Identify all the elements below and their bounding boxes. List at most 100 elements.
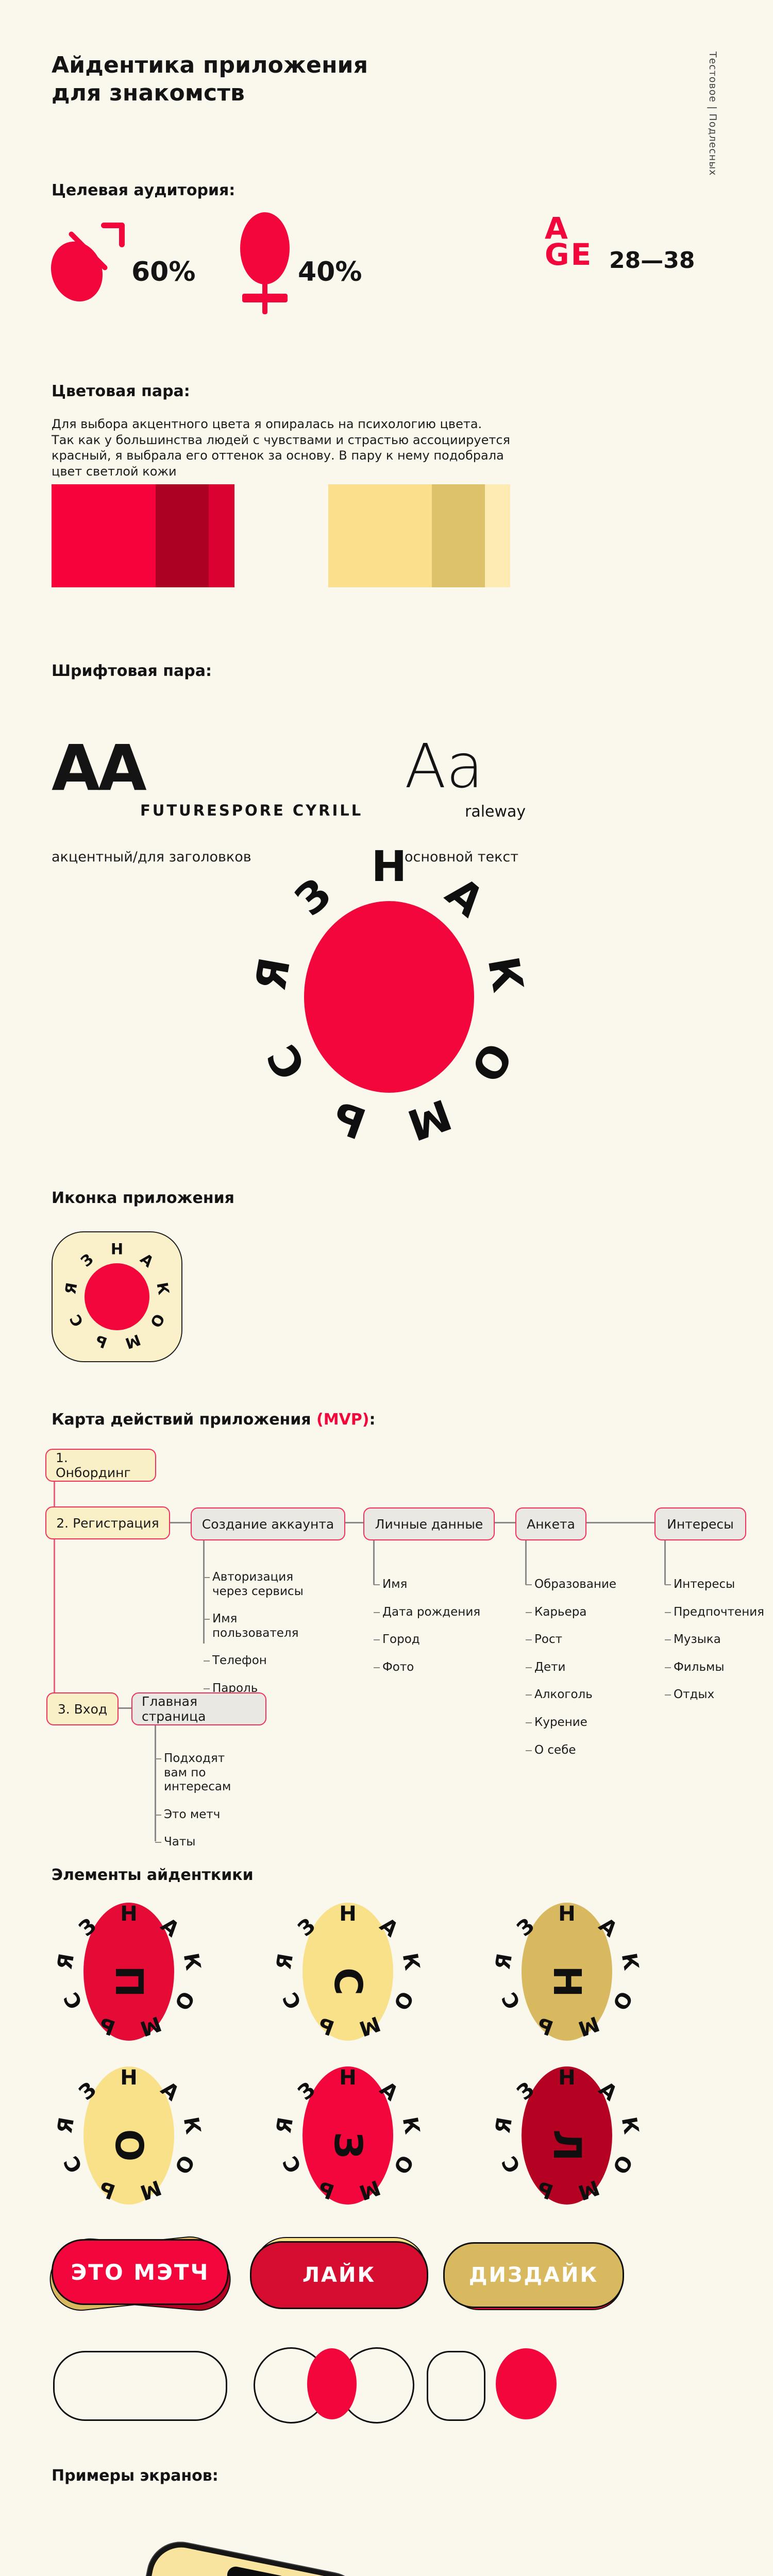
map-heading-tail: : — [369, 1411, 376, 1429]
logo-letter: С — [497, 2151, 526, 2177]
logo-letter: М — [401, 1089, 458, 1149]
node-home: Главная страница — [131, 1692, 266, 1725]
logo-letter: С — [258, 1036, 316, 1088]
map-item: Дети — [526, 1660, 648, 1675]
map-item: Авторизация через сервисы — [204, 1570, 310, 1599]
home-items: Подходят вам по интересам Это метч Чаты — [155, 1752, 251, 1850]
logo-letter: С — [278, 2151, 307, 2177]
display-font-sample: АА — [52, 732, 147, 805]
logo-letter: О — [388, 1987, 418, 2014]
age-a: A — [545, 211, 569, 246]
logo-letter: К — [616, 2115, 643, 2136]
connector — [345, 1522, 363, 1523]
dislike-button-specimen[interactable]: диздайк — [443, 2242, 626, 2310]
logo-inner-letter: Л — [545, 2129, 589, 2161]
node-registration: 2. Регистрация — [45, 1506, 170, 1539]
female-symbol-icon — [238, 212, 295, 314]
logo-letter: А — [436, 868, 493, 927]
elements-heading: Элементы айденткики — [52, 1866, 254, 1884]
map-item: Карьера — [526, 1605, 648, 1620]
dislike-button-label: диздайк — [443, 2242, 624, 2308]
logo-letter: К — [478, 953, 532, 996]
logo-letter: Н — [371, 842, 407, 891]
connector — [54, 1482, 55, 1506]
font-pair-heading: Шрифтовая пара: — [52, 662, 212, 680]
logo-letter: С — [497, 1988, 526, 2013]
red-ellipse-shape — [307, 2348, 357, 2419]
map-item: Отдых — [665, 1688, 773, 1702]
map-item: Это метч — [155, 1808, 251, 1822]
connector — [54, 1539, 55, 1692]
logo-letter: С — [59, 2151, 88, 2177]
connector — [495, 1522, 515, 1523]
female-percent: 40% — [298, 257, 362, 287]
logo-letter: Н — [120, 1902, 138, 1926]
connector — [203, 1540, 205, 1643]
logo-letter: С — [59, 1988, 88, 2013]
connector — [525, 1540, 527, 1585]
logo-letter: Ь — [92, 1331, 110, 1352]
like-button-specimen[interactable]: лайк — [250, 2237, 430, 2309]
display-font-name: futurespore cyrill — [140, 802, 363, 819]
like-button-label: лайк — [250, 2241, 428, 2309]
dynamic-island — [225, 2565, 289, 2576]
logo-letter: С — [278, 1988, 307, 2013]
node-personal: Личные данные — [363, 1507, 495, 1540]
map-item: Курение — [526, 1716, 648, 1730]
logo-letter: К — [178, 1951, 205, 1972]
logo-letter: К — [616, 1951, 643, 1972]
male-symbol-icon — [43, 216, 134, 309]
logo-letter: А — [137, 1249, 157, 1271]
map-item: Образование — [526, 1578, 648, 1592]
body-font-caption: основной текст — [405, 849, 518, 865]
logo-letter: О — [169, 1987, 199, 2014]
page-title: Айдентика приложения для знакомств — [52, 52, 368, 106]
map-item: Дата рождения — [374, 1605, 496, 1620]
map-heading: Карта действий приложения (MVP): — [52, 1411, 376, 1429]
small-rounded-rect-shape — [427, 2351, 485, 2421]
map-item: Фильмы — [665, 1660, 773, 1675]
phone-mockup-1: ЯНА Найдем тебе пару? это мэтч У тебя ни… — [61, 2535, 369, 2576]
color-pair-description: Для выбора акцентного цвета я опиралась … — [52, 417, 510, 479]
personal-items: Имя Дата рождения Город Фото — [374, 1578, 496, 1674]
logo-inner-letter: Н — [545, 1965, 589, 1998]
map-item: Алкоголь — [526, 1688, 648, 1702]
age-range: 28—38 — [609, 247, 695, 274]
account-items: Авторизация через сервисы Имя пользовател… — [204, 1570, 310, 1696]
body-font-name: raleway — [465, 803, 526, 821]
logo-letter: Н — [110, 1240, 124, 1258]
logo-letter: О — [461, 1034, 522, 1090]
connector — [119, 1707, 131, 1709]
logo-circle — [303, 1903, 393, 2041]
logo-letter: Н — [120, 2066, 138, 2090]
body-font-sample: Aa — [405, 731, 484, 802]
logo-letter: Н — [339, 2066, 357, 2090]
logo-inner-letter: О — [107, 2129, 151, 2162]
logo-letter: О — [146, 1311, 169, 1331]
logo-inner-letter: П — [107, 1965, 151, 1998]
logo-letter: О — [388, 2150, 418, 2178]
logo-letter: З — [286, 869, 341, 926]
interests-items: Интересы Предпочтения Музыка Фильмы Отдых — [665, 1578, 773, 1702]
node-profile: Анкета — [515, 1507, 586, 1540]
logo-letter: Я — [53, 2115, 79, 2136]
logo-letter: Н — [558, 1902, 576, 1926]
connector — [155, 1725, 156, 1841]
skin-swatch — [328, 484, 510, 587]
match-button-specimen[interactable]: это мэтч — [46, 2233, 233, 2314]
app-icon-heading: Иконка приложения — [52, 1189, 234, 1207]
connector — [664, 1540, 666, 1585]
phone1-screen: ЯНА Найдем тебе пару? это мэтч У тебя ни… — [68, 2542, 362, 2576]
age-ge: GE — [545, 237, 593, 273]
logo-circle — [522, 1903, 612, 2041]
age-mark: A GE — [545, 213, 593, 269]
map-item: Подходят вам по интересам — [155, 1752, 251, 1794]
logo-letter: М — [123, 1331, 143, 1352]
